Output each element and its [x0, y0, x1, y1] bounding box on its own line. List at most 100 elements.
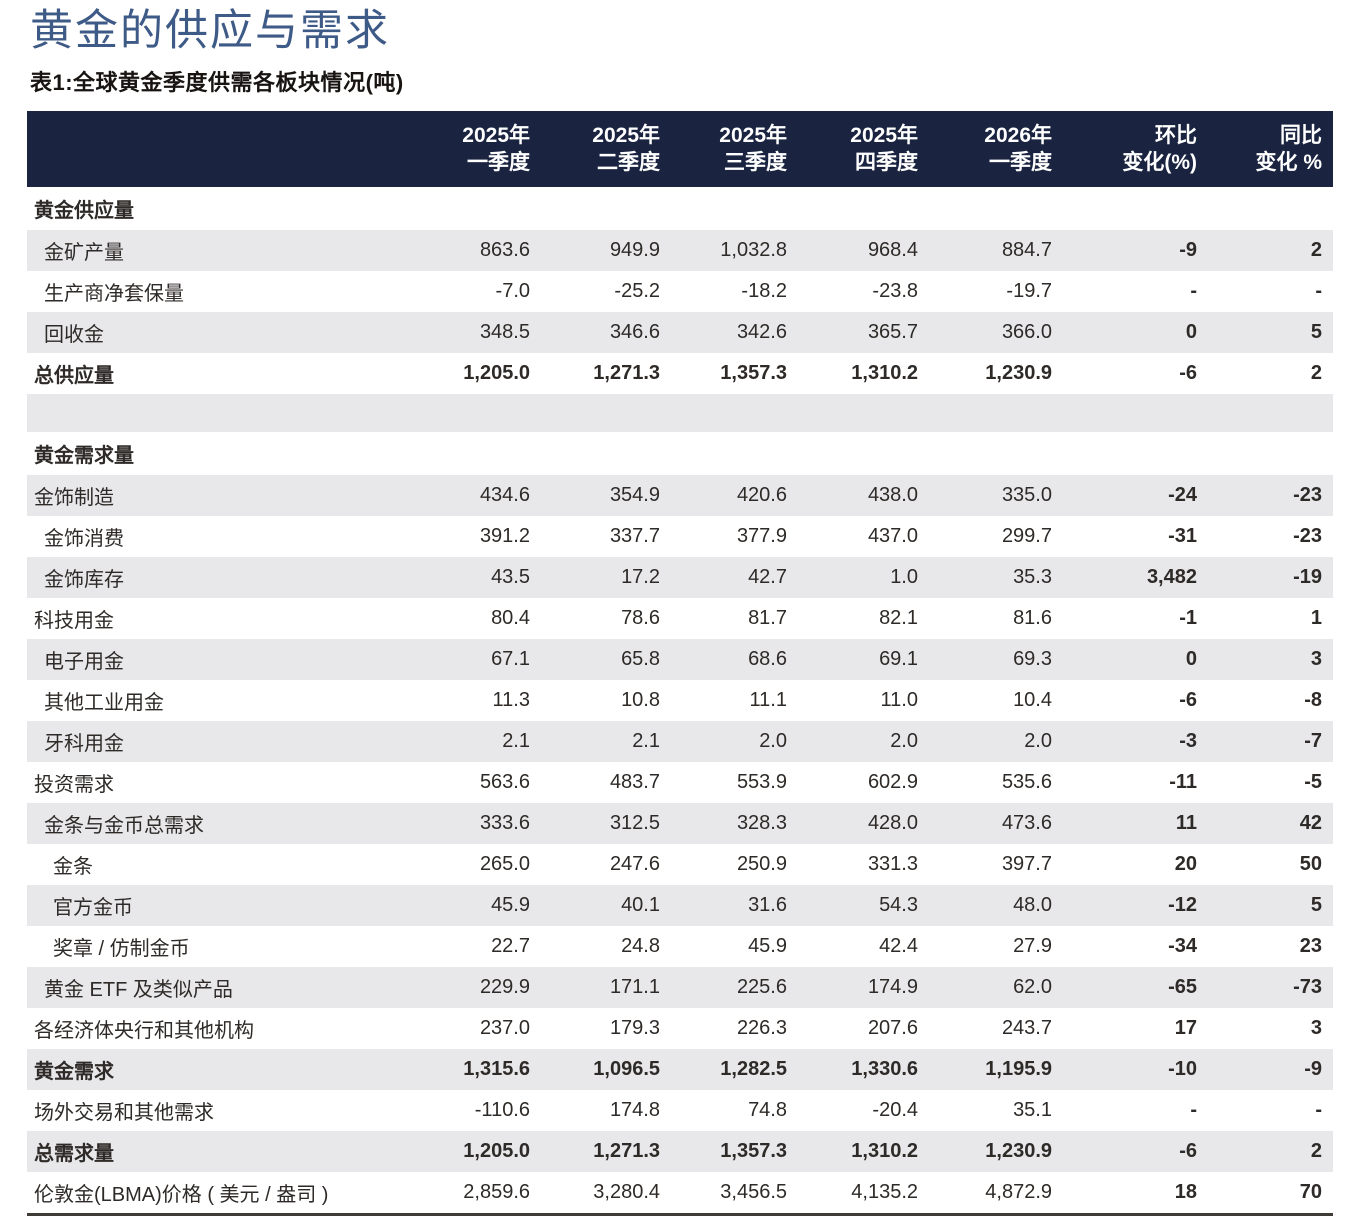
row-label: 金矿产量: [44, 242, 124, 265]
gold-supply-demand-table: 2025年 一季度 2025年 二季度 2025年 三季度 2025年 四季度 2026…: [27, 111, 1333, 1217]
change-value-cell: -73: [1293, 976, 1322, 999]
quarter-value-cell: 10.4: [1013, 689, 1052, 712]
change-value-cell: -23: [1293, 525, 1322, 548]
quarter-value-cell: 2.0: [1024, 730, 1052, 753]
quarter-value-cell: 1,205.0: [463, 1140, 530, 1163]
row-label: 各经济体央行和其他机构: [34, 1020, 254, 1043]
quarter-value-cell: 42.4: [879, 935, 918, 958]
row-label: 奖章 / 仿制金币: [53, 938, 190, 961]
page-title: 黄金的供应与需求: [30, 7, 390, 55]
quarter-value-cell: 179.3: [609, 1017, 660, 1040]
quarter-value-cell: -18.2: [741, 280, 787, 303]
quarter-value-cell: 45.9: [491, 894, 530, 917]
change-value-cell: -24: [1168, 484, 1197, 507]
quarter-value-cell: 563.6: [479, 771, 530, 794]
table-caption: 表1:全球黄金季度供需各板块情况(吨): [30, 70, 404, 96]
table-row: 金条 265.0 247.6 250.9 331.3 397.7 20 50: [27, 844, 1333, 885]
change-value-cell: 2: [1310, 239, 1322, 262]
quarter-value-cell: 602.9: [867, 771, 918, 794]
change-value-cell: -19: [1293, 566, 1322, 589]
row-label: 金饰消费: [44, 528, 124, 551]
quarter-value-cell: 174.8: [609, 1099, 660, 1122]
quarter-value-cell: 1,310.2: [851, 362, 918, 385]
quarter-value-cell: 69.1: [879, 648, 918, 671]
quarter-value-cell: 11.3: [492, 689, 530, 712]
table-row: 总需求量 1,205.0 1,271.3 1,357.3 1,310.2 1,230.9 -…: [27, 1131, 1333, 1173]
table-row: 各经济体央行和其他机构 237.0 179.3 226.3 207.6 243.7 17 3: [27, 1008, 1333, 1049]
change-value-cell: -9: [1304, 1058, 1322, 1081]
quarter-value-cell: 337.7: [609, 525, 660, 548]
change-value-cell: -: [1190, 1099, 1197, 1122]
change-value-cell: 5: [1310, 894, 1322, 917]
change-value-cell: -: [1315, 280, 1322, 303]
table-row: 黄金 ETF 及类似产品 229.9 171.1 225.6 174.9 62.0 -65 -…: [27, 967, 1333, 1009]
change-value-cell: 2: [1310, 1140, 1322, 1163]
quarter-value-cell: 968.4: [867, 239, 918, 262]
quarter-value-cell: -7.0: [495, 280, 530, 303]
row-label: 黄金需求量: [34, 445, 134, 468]
quarter-value-cell: 174.9: [867, 976, 918, 999]
column-header: 2025年 四季度: [850, 123, 918, 175]
quarter-value-cell: 69.3: [1013, 648, 1052, 671]
row-label: 科技用金: [34, 610, 114, 633]
quarter-value-cell: 11.0: [880, 689, 918, 712]
quarter-value-cell: 535.6: [1001, 771, 1052, 794]
table-row: 生产商净套保量 -7.0 -25.2 -18.2 -23.8 -19.7 - -: [27, 271, 1333, 312]
change-value-cell: 3: [1310, 648, 1322, 671]
quarter-value-cell: 335.0: [1001, 484, 1052, 507]
column-header: 同比 变化 %: [1255, 123, 1322, 175]
quarter-value-cell: 237.0: [479, 1017, 530, 1040]
column-header: 2025年 三季度: [719, 123, 787, 175]
quarter-value-cell: -110.6: [474, 1099, 530, 1122]
quarter-value-cell: 342.6: [736, 321, 787, 344]
quarter-value-cell: 17.2: [621, 566, 660, 589]
table-spacer-row: [27, 394, 1333, 433]
table-row: 金饰消费 391.2 337.7 377.9 437.0 299.7 -31 -23: [27, 516, 1333, 557]
row-label: 黄金需求: [34, 1061, 114, 1084]
quarter-value-cell: 247.6: [609, 853, 660, 876]
quarter-value-cell: 354.9: [609, 484, 660, 507]
quarter-value-cell: 438.0: [867, 484, 918, 507]
row-label: 回收金: [44, 324, 104, 347]
change-value-cell: -: [1315, 1099, 1322, 1122]
quarter-value-cell: 54.3: [879, 894, 918, 917]
quarter-value-cell: 377.9: [736, 525, 787, 548]
change-value-cell: -: [1190, 280, 1197, 303]
quarter-value-cell: 553.9: [736, 771, 787, 794]
table-row: 官方金币 45.9 40.1 31.6 54.3 48.0 -12 5: [27, 885, 1333, 927]
change-value-cell: -10: [1168, 1058, 1197, 1081]
quarter-value-cell: 67.1: [491, 648, 530, 671]
column-header: 2026年 一季度: [984, 123, 1052, 175]
table-row: 伦敦金(LBMA)价格 ( 美元 / 盎司 ) 2,859.6 3,280.4 3,4…: [27, 1172, 1333, 1213]
row-label: 官方金币: [53, 897, 133, 920]
quarter-value-cell: -25.2: [614, 280, 660, 303]
quarter-value-cell: 863.6: [479, 239, 530, 262]
quarter-value-cell: 78.6: [621, 607, 660, 630]
quarter-value-cell: 483.7: [609, 771, 660, 794]
quarter-value-cell: -23.8: [872, 280, 918, 303]
change-value-cell: 5: [1310, 321, 1322, 344]
quarter-value-cell: 48.0: [1013, 894, 1052, 917]
quarter-value-cell: 4,872.9: [985, 1181, 1052, 1204]
quarter-value-cell: 1,357.3: [720, 362, 787, 385]
quarter-value-cell: 43.5: [491, 566, 530, 589]
change-value-cell: -31: [1168, 525, 1197, 548]
change-value-cell: 3: [1310, 1017, 1322, 1040]
change-value-cell: 23: [1299, 935, 1322, 958]
quarter-value-cell: 24.8: [621, 935, 660, 958]
quarter-value-cell: 81.6: [1013, 607, 1052, 630]
change-value-cell: 2: [1310, 362, 1322, 385]
row-label: 其他工业用金: [44, 692, 164, 715]
change-value-cell: -9: [1179, 239, 1197, 262]
quarter-value-cell: 68.6: [748, 648, 787, 671]
quarter-value-cell: 3,456.5: [720, 1181, 787, 1204]
quarter-value-cell: 428.0: [867, 812, 918, 835]
change-value-cell: 0: [1185, 648, 1197, 671]
change-value-cell: 17: [1174, 1017, 1197, 1040]
quarter-value-cell: 2.0: [759, 730, 787, 753]
quarter-value-cell: 4,135.2: [851, 1181, 918, 1204]
quarter-value-cell: 473.6: [1001, 812, 1052, 835]
quarter-value-cell: 1,282.5: [720, 1058, 787, 1081]
change-value-cell: -6: [1179, 689, 1197, 712]
table-row: 场外交易和其他需求 -110.6 174.8 74.8 -20.4 35.1 - -: [27, 1090, 1333, 1131]
